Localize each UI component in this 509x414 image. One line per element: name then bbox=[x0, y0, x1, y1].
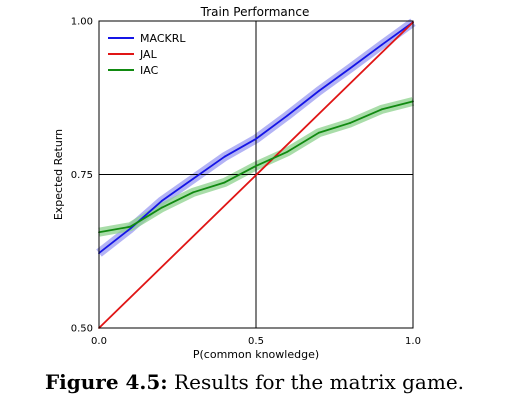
data-point-iac bbox=[381, 109, 383, 111]
chart: Train Performance 0.50 0.75 1.00 0.0 0.5 1.0… bbox=[0, 0, 509, 370]
data-point-iac bbox=[318, 132, 320, 134]
data-point-mackrl bbox=[381, 44, 383, 46]
data-point-mackrl bbox=[255, 138, 257, 140]
y-tick-label: 0.50 bbox=[71, 324, 93, 335]
x-ticks: 0.0 0.5 1.0 bbox=[91, 336, 421, 347]
data-point-mackrl bbox=[161, 200, 163, 202]
data-point-mackrl bbox=[224, 156, 226, 158]
data-point-iac bbox=[255, 165, 257, 167]
y-ticks: 0.50 0.75 1.00 bbox=[71, 17, 93, 335]
x-tick-label: 1.0 bbox=[405, 336, 421, 347]
data-point-mackrl bbox=[130, 228, 132, 230]
y-axis-label: Expected Return bbox=[52, 129, 65, 220]
legend-label-jal: JAL bbox=[139, 48, 158, 61]
data-point-mackrl bbox=[287, 115, 289, 117]
caption-text: Results for the matrix game. bbox=[174, 370, 464, 394]
data-point-iac bbox=[161, 207, 163, 209]
caption-label: Figure 4.5: bbox=[45, 370, 168, 394]
data-point-iac bbox=[287, 151, 289, 153]
data-point-iac bbox=[349, 122, 351, 124]
figure-caption: Figure 4.5: Results for the matrix game. bbox=[0, 370, 509, 394]
legend: MACKRL JAL IAC bbox=[108, 32, 186, 77]
x-axis-label: P(common knowledge) bbox=[193, 348, 319, 361]
data-point-mackrl bbox=[192, 178, 194, 180]
legend-label-mackrl: MACKRL bbox=[140, 32, 186, 45]
data-point-mackrl bbox=[349, 67, 351, 69]
x-tick-label: 0.0 bbox=[91, 336, 107, 347]
data-point-iac bbox=[192, 191, 194, 193]
y-tick-label: 0.75 bbox=[71, 170, 93, 181]
y-tick-label: 1.00 bbox=[71, 17, 93, 28]
legend-label-iac: IAC bbox=[140, 64, 159, 77]
data-point-mackrl bbox=[318, 90, 320, 92]
x-tick-label: 0.5 bbox=[248, 336, 264, 347]
chart-title: Train Performance bbox=[200, 5, 310, 19]
data-point-iac bbox=[224, 182, 226, 184]
data-point-iac bbox=[130, 226, 132, 228]
